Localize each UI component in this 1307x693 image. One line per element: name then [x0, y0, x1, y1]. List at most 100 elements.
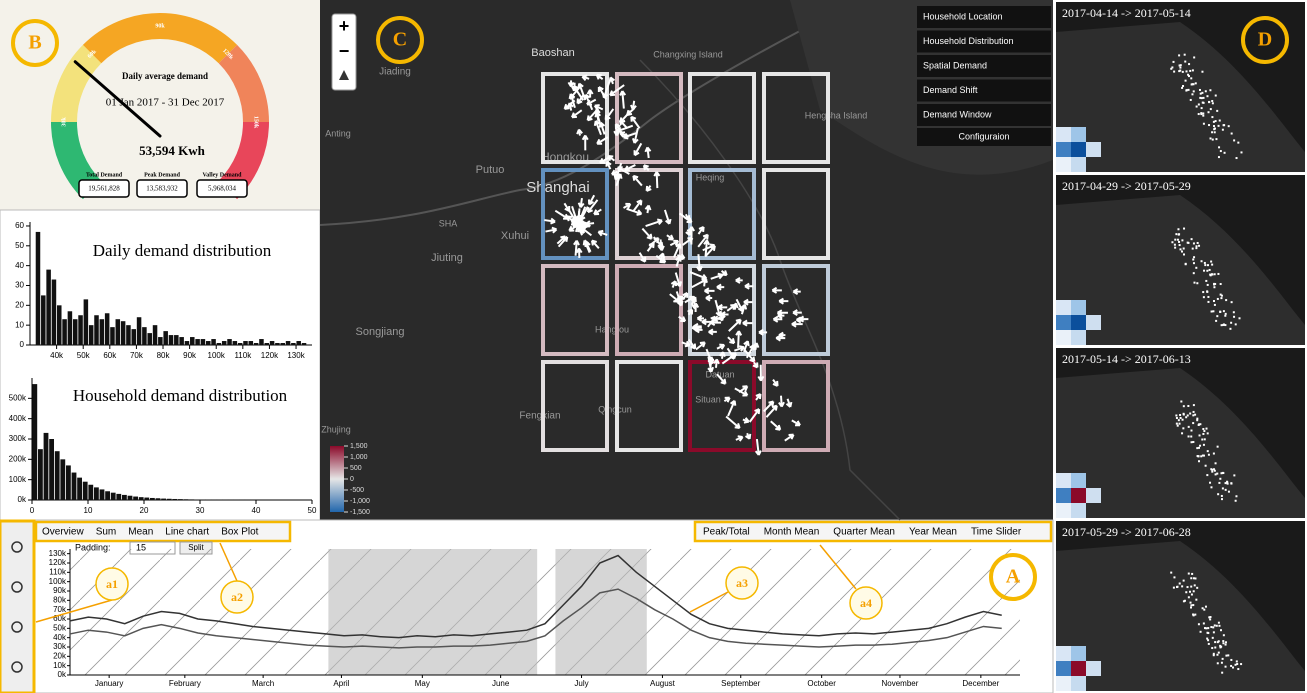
menu-footer-bg[interactable] [917, 128, 1051, 146]
menu-item[interactable] [917, 30, 1051, 53]
split-label: Split [188, 543, 204, 552]
grid-cell[interactable] [762, 360, 830, 452]
tab[interactable]: Year Mean [909, 527, 957, 538]
tab[interactable]: Box Plot [221, 527, 258, 538]
shift-arrow [792, 288, 801, 296]
window-dot [1210, 273, 1213, 276]
window-dot [1210, 468, 1213, 471]
shift-arrow [604, 108, 615, 121]
window-heat [1071, 157, 1086, 172]
shift-arrow [778, 395, 785, 408]
gauge-band [82, 13, 161, 64]
grid-cell[interactable] [688, 168, 756, 260]
tab[interactable]: Overview [42, 527, 84, 538]
window-dot [1216, 445, 1219, 448]
grid-cell[interactable] [762, 168, 830, 260]
window-dot [1206, 269, 1209, 272]
grid-cell[interactable] [615, 264, 683, 356]
grid-cell[interactable] [615, 360, 683, 452]
shift-arrow [696, 254, 703, 272]
window-dot [1230, 658, 1233, 661]
bar [88, 484, 94, 500]
window-dot [1200, 260, 1203, 263]
grid-cell[interactable] [688, 360, 756, 452]
place-label: Xuhui [501, 230, 529, 242]
window-dot [1199, 96, 1202, 99]
window-highlight[interactable] [328, 549, 538, 675]
grid-cell[interactable] [541, 168, 609, 260]
menu-item[interactable] [917, 55, 1051, 77]
window-dot [1178, 244, 1181, 247]
window-dot [1201, 454, 1204, 457]
shift-arrow [641, 227, 653, 240]
tab[interactable]: Quarter Mean [833, 527, 895, 538]
window-dot [1233, 474, 1236, 477]
window-dot [1230, 482, 1233, 485]
tab[interactable]: Month Mean [764, 527, 820, 538]
tool-icon[interactable] [11, 661, 23, 673]
menu-item[interactable] [917, 79, 1051, 102]
x-tick-label: January [95, 679, 123, 688]
window-dot [1197, 103, 1200, 106]
window-dot [1214, 94, 1217, 97]
y-tick-label: 90k [53, 586, 67, 595]
window-dot [1219, 283, 1222, 286]
shift-arrow [577, 82, 587, 101]
x-tick-label: 50k [77, 351, 91, 360]
window-dot [1196, 282, 1199, 285]
window-heat [1071, 315, 1086, 330]
x-tick-label: 10 [84, 506, 93, 515]
shift-arrow [644, 204, 652, 214]
window-dot [1187, 404, 1190, 407]
grid-cell[interactable] [541, 264, 609, 356]
grid-cell[interactable] [762, 72, 830, 164]
window-dot [1190, 604, 1193, 607]
tab[interactable]: Sum [96, 527, 117, 538]
shift-arrow [619, 90, 627, 109]
zoom-in: + [339, 16, 350, 36]
bar [38, 449, 43, 500]
bar [57, 305, 62, 345]
tab[interactable]: Time Slider [971, 527, 1022, 538]
shift-arrow [702, 243, 716, 252]
shift-arrow [607, 155, 616, 162]
window-heat [1056, 142, 1071, 157]
window-dot [1194, 82, 1197, 85]
bar [174, 335, 179, 345]
window-dot [1218, 119, 1221, 122]
window-heat [1056, 646, 1071, 661]
grid-cell[interactable] [688, 72, 756, 164]
window-dot [1211, 116, 1214, 119]
tool-icon[interactable] [11, 621, 23, 633]
window-dot [1217, 156, 1220, 159]
menu-item[interactable] [917, 104, 1051, 126]
tool-icon[interactable] [11, 581, 23, 593]
window-dot [1234, 499, 1237, 502]
window-dot [1206, 95, 1209, 98]
grid-cell[interactable] [762, 264, 830, 356]
window-dot [1224, 312, 1227, 315]
shift-arrow [744, 432, 752, 440]
grid-cell[interactable] [541, 360, 609, 452]
grid-cell[interactable] [615, 72, 683, 164]
window-dot [1203, 430, 1206, 433]
window-highlight[interactable] [555, 549, 647, 675]
tab[interactable]: Mean [128, 527, 153, 538]
window-dot [1211, 263, 1214, 266]
tab[interactable]: Peak/Total [703, 527, 750, 538]
bar [83, 299, 89, 345]
menu-item[interactable] [917, 6, 1051, 28]
annotation-circle [849, 586, 883, 620]
y-tick-label: 10k [53, 661, 67, 670]
tool-icon[interactable] [11, 541, 23, 553]
bar [138, 497, 144, 500]
window-land [1056, 368, 1305, 518]
tab[interactable]: Line chart [165, 527, 209, 538]
window-land [1056, 22, 1305, 172]
window-dot [1182, 85, 1185, 88]
window-dot [1194, 613, 1197, 616]
window-dot [1204, 605, 1207, 608]
annotation-circle [95, 567, 129, 601]
shift-arrow [632, 174, 643, 187]
